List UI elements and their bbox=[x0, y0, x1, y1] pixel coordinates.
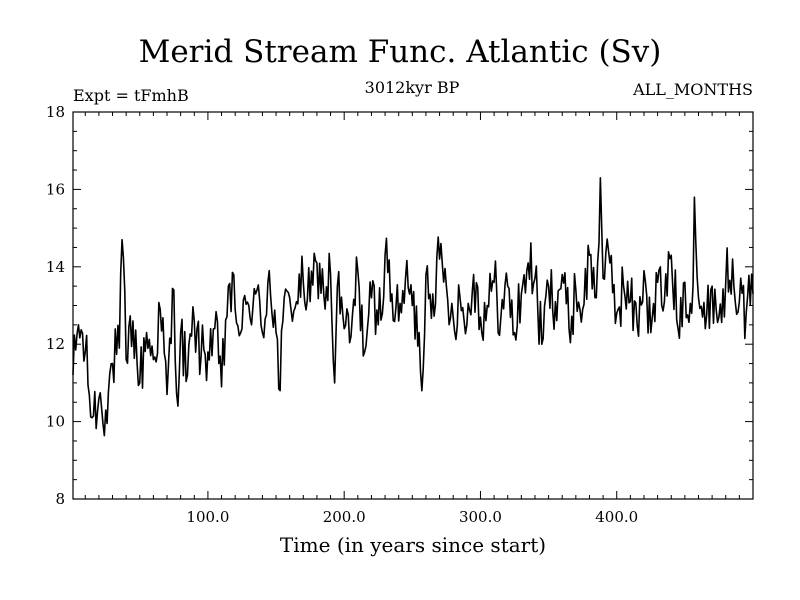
x-axis-label: Time (in years since start) bbox=[280, 533, 546, 557]
experiment-label: Expt = tFmhB bbox=[73, 86, 189, 105]
y-axis: 8 10 12 14 16 18 bbox=[46, 103, 753, 508]
y-tick-label: 14 bbox=[46, 258, 65, 276]
y-tick-label: 8 bbox=[55, 490, 65, 508]
y-tick-label: 10 bbox=[46, 413, 65, 431]
x-tick-label: 300.0 bbox=[459, 508, 502, 526]
months-label: ALL_MONTHS bbox=[632, 80, 753, 99]
chart-title: Merid Stream Func. Atlantic (Sv) bbox=[139, 34, 662, 70]
y-tick-label: 12 bbox=[46, 335, 65, 353]
series-line bbox=[72, 176, 754, 437]
y-tick-label: 16 bbox=[46, 180, 65, 198]
x-tick-label: 100.0 bbox=[186, 508, 229, 526]
period-label: 3012kyr BP bbox=[365, 78, 460, 97]
y-tick-label: 18 bbox=[46, 103, 65, 121]
x-tick-label: 400.0 bbox=[595, 508, 638, 526]
x-axis: 100.0 200.0 300.0 400.0 bbox=[84, 112, 740, 526]
plot-area: 100.0 200.0 300.0 400.0 8 10 12 14 16 18 bbox=[46, 103, 754, 526]
x-tick-label: 200.0 bbox=[323, 508, 366, 526]
